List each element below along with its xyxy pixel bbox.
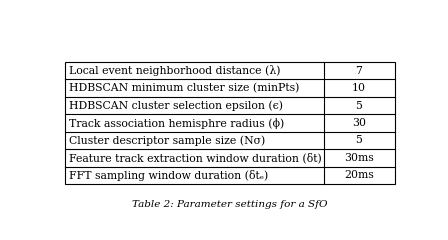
Text: Cluster descriptor sample size (Nσ): Cluster descriptor sample size (Nσ) <box>69 135 265 146</box>
Text: Track association hemisphre radius (ϕ): Track association hemisphre radius (ϕ) <box>69 118 284 129</box>
Text: 10: 10 <box>352 83 366 93</box>
Bar <box>65 62 395 184</box>
Text: Local event neighborhood distance (λ): Local event neighborhood distance (λ) <box>69 65 280 76</box>
Text: Table 2: Parameter settings for a SfO: Table 2: Parameter settings for a SfO <box>132 200 327 209</box>
Text: HDBSCAN minimum cluster size (minPts): HDBSCAN minimum cluster size (minPts) <box>69 83 299 93</box>
Text: 30ms: 30ms <box>344 153 374 163</box>
Text: HDBSCAN cluster selection epsilon (ϵ): HDBSCAN cluster selection epsilon (ϵ) <box>69 100 283 111</box>
Text: FFT sampling window duration (δtₑ): FFT sampling window duration (δtₑ) <box>69 170 268 181</box>
Text: 5: 5 <box>356 135 362 145</box>
Text: 5: 5 <box>356 101 362 111</box>
Text: 30: 30 <box>352 118 366 128</box>
Text: 20ms: 20ms <box>344 170 374 180</box>
Text: Feature track extraction window duration (δt): Feature track extraction window duration… <box>69 153 322 163</box>
Text: 7: 7 <box>356 66 362 76</box>
